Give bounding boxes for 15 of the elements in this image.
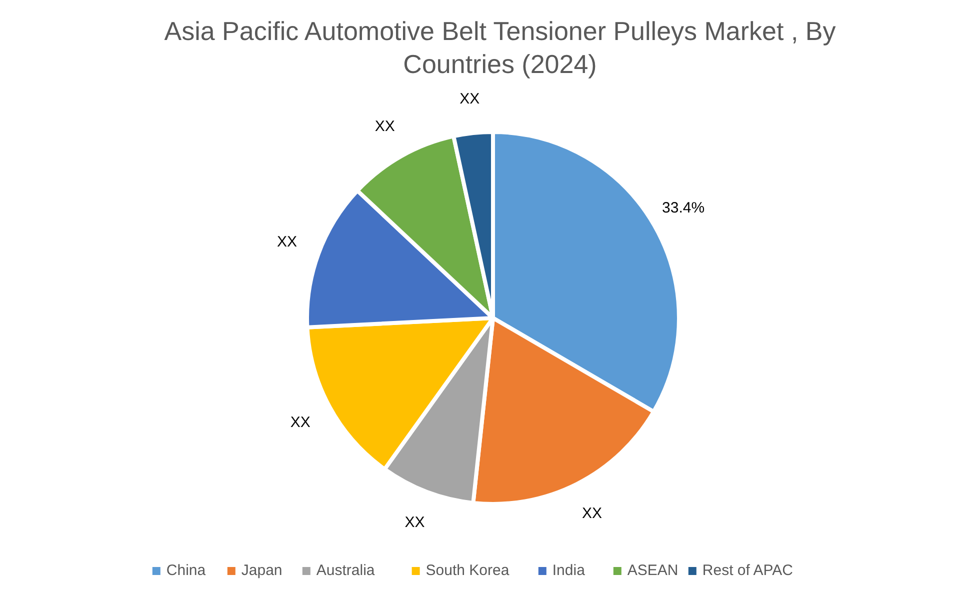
legend-label: China (166, 562, 206, 579)
legend-label: Australia (316, 562, 376, 579)
chart-title: Asia Pacific Automotive Belt Tensioner Pulleys Market , By Countries (2024) (164, 16, 836, 79)
data-label: 33.4% (662, 200, 705, 217)
data-label: XX (404, 514, 425, 532)
legend-label: India (552, 562, 586, 579)
data-label: XX (290, 414, 310, 432)
legend-label: Rest of APAC (702, 562, 794, 579)
data-label: XX (460, 90, 480, 108)
legend-label: Japan (241, 562, 282, 579)
data-label: XX (582, 504, 602, 522)
data-label: XX (276, 233, 297, 250)
data-label: XX (374, 118, 395, 135)
legend-label: South Korea (426, 562, 510, 579)
legend-label: ASEAN (627, 562, 678, 579)
